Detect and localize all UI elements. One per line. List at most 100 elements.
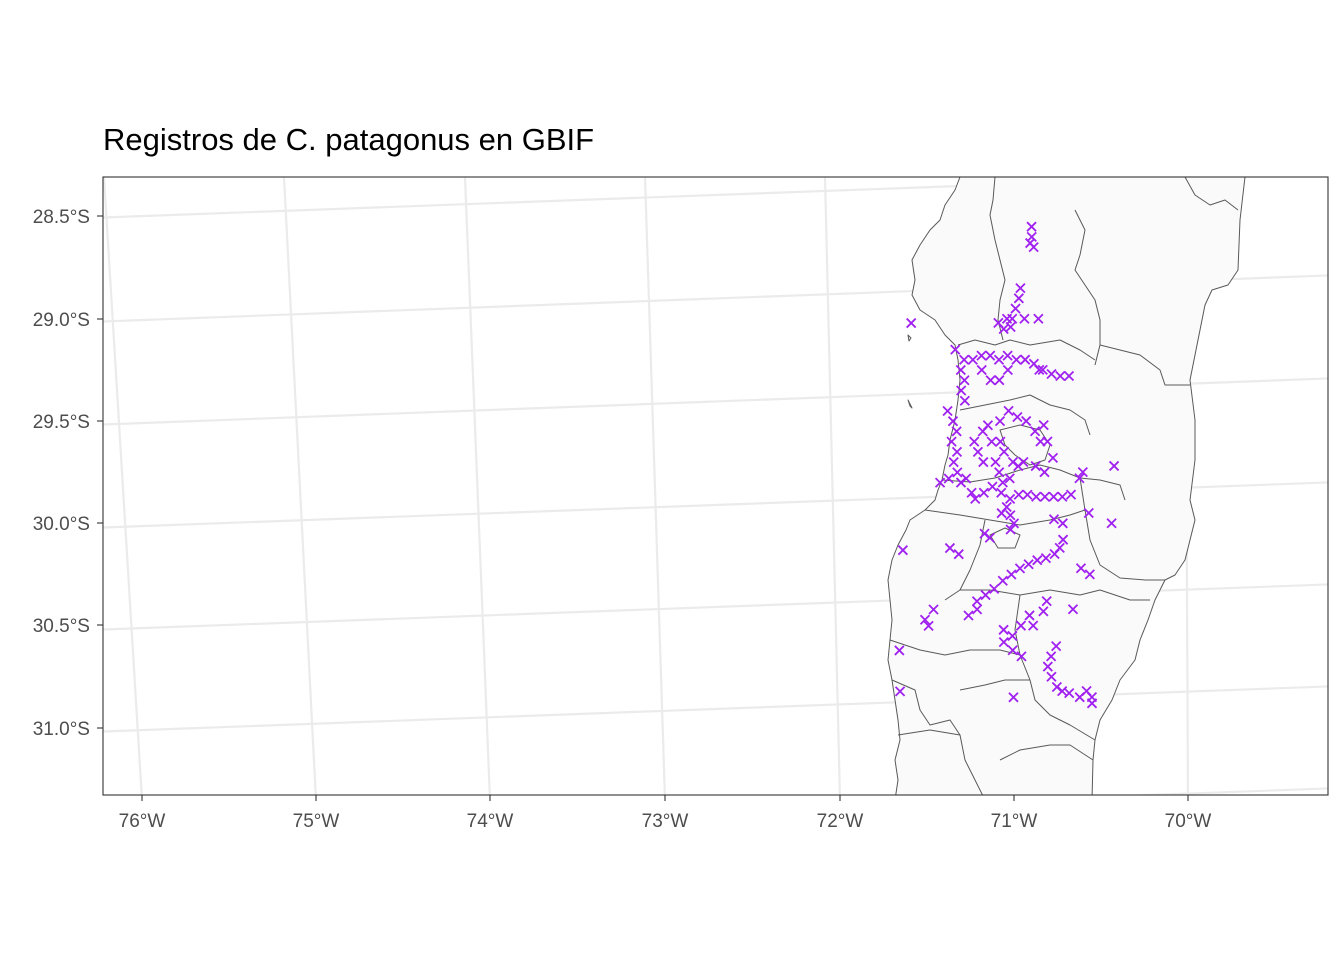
occurrence-point xyxy=(1063,370,1075,382)
occurrence-point xyxy=(946,436,957,447)
occurrence-point xyxy=(1049,548,1060,560)
occurrence-point xyxy=(1006,569,1017,580)
occurrence-point xyxy=(1015,282,1026,294)
occurrence-point xyxy=(1046,368,1057,380)
panel-border xyxy=(102,176,1329,796)
occurrence-point xyxy=(1031,491,1042,502)
occurrence-point xyxy=(919,614,931,625)
x-tick-label: 72°W xyxy=(817,811,864,832)
occurrence-point xyxy=(894,645,905,656)
occurrence-point xyxy=(978,456,989,468)
occurrence-point xyxy=(906,317,917,329)
plot-title: Registros de C. patagonus en GBIF xyxy=(103,122,595,157)
occurrence-point xyxy=(958,354,970,365)
occurrence-point xyxy=(1057,685,1068,697)
occurrence-point xyxy=(1081,685,1092,697)
y-tick-label: 30.0°S xyxy=(33,514,90,535)
region-border xyxy=(941,464,1126,501)
occurrence-point xyxy=(950,344,961,355)
occurrence-point xyxy=(1005,510,1016,521)
occurrence-point xyxy=(928,604,939,615)
occurrence-point xyxy=(984,532,995,543)
occurrence-point xyxy=(1064,687,1075,699)
occurrence-point xyxy=(894,686,906,697)
occurrence-point xyxy=(997,477,1008,488)
occurrence-point xyxy=(993,317,1004,329)
occurrence-point xyxy=(1038,419,1049,431)
occurrence-point xyxy=(942,405,953,417)
region-border xyxy=(989,527,1021,549)
y-axis xyxy=(97,215,103,729)
occurrence-point xyxy=(953,549,964,560)
occurrence-point xyxy=(985,375,996,386)
occurrence-point xyxy=(1038,606,1049,617)
x-tick-label: 71°W xyxy=(991,811,1038,832)
occurrence-point xyxy=(1039,467,1050,478)
region-border xyxy=(959,394,1091,436)
occurrence-point xyxy=(994,415,1006,427)
occurrence-point xyxy=(1019,313,1030,324)
occurrence-point xyxy=(997,575,1008,586)
occurrence-point xyxy=(1007,630,1018,642)
occurrence-point xyxy=(1008,518,1020,529)
occurrence-point xyxy=(1024,610,1035,621)
occurrence-point xyxy=(1023,559,1034,570)
occurrence-point xyxy=(1032,555,1043,566)
occurrence-point xyxy=(1008,692,1019,703)
occurrence-point xyxy=(952,467,963,478)
occurrence-point xyxy=(1002,350,1013,361)
occurrence-point xyxy=(996,487,1007,498)
occurrence-point xyxy=(1065,489,1077,500)
occurrence-point xyxy=(998,636,1009,648)
region-border xyxy=(989,177,1006,341)
occurrence-point xyxy=(951,426,962,437)
occurrence-point xyxy=(1001,313,1013,324)
region-border xyxy=(1014,594,1096,741)
occurrence-point xyxy=(998,624,1009,635)
occurrence-point xyxy=(1018,456,1029,468)
occurrence-point xyxy=(1016,651,1027,662)
occurrence-point xyxy=(976,364,987,376)
occurrence-point xyxy=(1004,473,1015,484)
occurrence-point xyxy=(1028,620,1039,631)
occurrence-point xyxy=(980,589,991,601)
occurrence-point xyxy=(1037,364,1048,376)
x-tick-labels: 76°W 75°W 74°W 73°W 72°W 71°W 70°W xyxy=(119,811,1212,832)
occurrence-point xyxy=(1045,651,1057,662)
region-border xyxy=(1099,344,1190,386)
region-border xyxy=(999,744,1094,761)
occurrence-point xyxy=(1108,460,1120,472)
occurrence-point xyxy=(1046,671,1057,682)
occurrence-point xyxy=(961,473,972,484)
occurrence-point xyxy=(1029,426,1041,437)
occurrence-point xyxy=(1083,507,1094,519)
occurrence-point xyxy=(966,487,977,498)
occurrence-points xyxy=(894,221,1120,709)
occurrence-point xyxy=(947,416,959,427)
island-outline xyxy=(907,334,912,342)
y-tick-labels: 28.5°S 29.0°S 29.5°S 30.0°S 30.5°S 31.0°… xyxy=(33,207,90,740)
region-border xyxy=(891,679,984,795)
occurrence-point xyxy=(1057,518,1068,529)
x-axis xyxy=(141,795,1189,801)
occurrence-point xyxy=(1055,370,1066,382)
occurrence-point xyxy=(1005,524,1016,535)
occurrence-point xyxy=(987,481,998,492)
occurrence-point xyxy=(1004,493,1016,504)
x-tick-label: 73°W xyxy=(642,811,689,832)
occurrence-point xyxy=(1011,354,1022,365)
y-tick-label: 29.5°S xyxy=(33,412,90,433)
occurrence-point xyxy=(972,446,984,457)
occurrence-point xyxy=(1013,293,1024,304)
occurrence-point xyxy=(1030,460,1041,472)
occurrence-point xyxy=(1013,489,1024,500)
occurrence-point xyxy=(959,395,970,406)
occurrence-point xyxy=(1021,415,1032,427)
x-tick-label: 75°W xyxy=(293,811,340,832)
x-tick-label: 74°W xyxy=(467,811,514,832)
occurrence-point xyxy=(1012,411,1023,423)
occurrence-point xyxy=(1048,514,1060,525)
occurrence-point xyxy=(1019,354,1031,365)
y-tick-label: 28.5°S xyxy=(33,207,90,228)
occurrence-point xyxy=(1106,518,1117,529)
